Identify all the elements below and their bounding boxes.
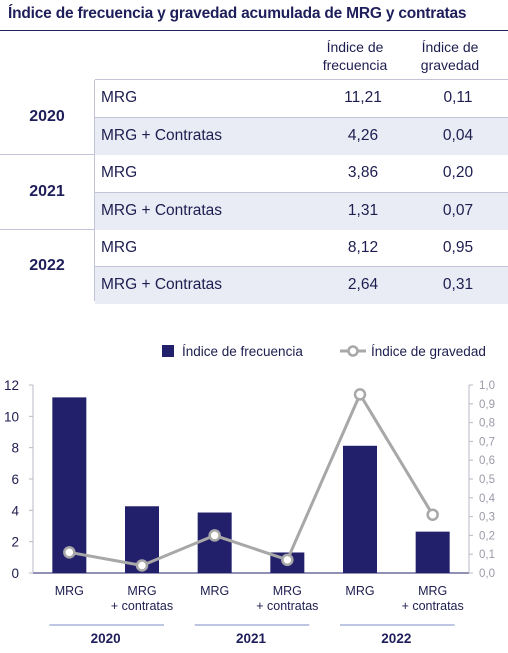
year-label-2020: 2020 [29, 108, 65, 125]
header-gravedad-line2: gravedad [420, 57, 480, 73]
legend: Índice de frecuencia Índice de gravedad [162, 344, 486, 359]
row-label: MRG [101, 89, 138, 106]
y-left-tick-label: 10 [4, 409, 19, 424]
table-row: MRG + Contratas 2,64 0,31 [95, 267, 508, 304]
point-gravedad [281, 553, 294, 567]
frecuencia-value: 3,86 [347, 164, 379, 181]
y-right-tick-label: 1,0 [479, 380, 495, 392]
header-gravedad-line1: Índice de [421, 39, 479, 55]
frecuencia-value: 4,26 [347, 127, 379, 144]
x-category-label: MRG [55, 584, 84, 598]
table-row: MRG 8,12 0,95 [95, 230, 508, 267]
year-group-label: 2022 [381, 631, 411, 646]
year-label-2021: 2021 [29, 183, 65, 200]
y-left-tick-label: 2 [11, 535, 19, 550]
y-right-tick-label: 0,1 [479, 549, 495, 561]
header-frecuencia-line2: frecuencia [322, 57, 388, 73]
x-category-label: MRG [345, 584, 374, 598]
y-right-tick-label: 0,4 [479, 493, 496, 505]
table-row: MRG + Contratas 1,31 0,07 [95, 193, 508, 230]
gravedad-value: 0,07 [442, 202, 474, 219]
y-right-tick-label: 0,3 [479, 512, 495, 524]
row-label: MRG + Contratas [101, 127, 223, 144]
table-row: MRG + Contratas 4,26 0,04 [95, 118, 508, 155]
row-label: MRG + Contratas [101, 276, 223, 293]
table-header: Índice de frecuencia Índice de gravedad [0, 31, 508, 81]
x-axis-years: 2020 2021 2022 [49, 624, 455, 646]
legend-marker-gravedad [347, 345, 359, 357]
year-column-divider [94, 80, 95, 301]
title-underline [0, 30, 508, 31]
gravedad-value: 0,20 [442, 164, 474, 181]
y-left-tick-label: 12 [4, 378, 19, 393]
x-category-label: MRG [200, 584, 229, 598]
bar-frecuencia [52, 397, 87, 573]
year-group-label: 2021 [236, 631, 267, 646]
point-gravedad [208, 529, 221, 542]
bar-frecuencia [197, 512, 232, 573]
axes: 0 2 4 6 8 10 12 0,0 0,1 0,2 0,3 0,4 0,5 0,6 0,7 0,8 0,9 1… [4, 378, 496, 581]
gravedad-value: 0,04 [442, 127, 474, 144]
page-title: Índice de frecuencia y gravedad acumulad… [8, 5, 467, 22]
x-category-label: MRG + contratas [402, 584, 464, 613]
year-label-2022: 2022 [29, 257, 65, 274]
point-gravedad [135, 559, 149, 572]
row-label: MRG [101, 164, 138, 181]
y-right-tick-label: 0,9 [479, 399, 495, 411]
frecuencia-value: 8,12 [347, 239, 379, 256]
legend-label-gravedad: Índice de gravedad [371, 344, 486, 359]
header-frecuencia-line1: Índice de [326, 39, 384, 55]
x-axis-categories: MRG MRG + contratas MRG MRG + contratas MRG MRG… [55, 584, 464, 613]
series-line-gravedad [69, 392, 434, 567]
y-right-tick-label: 0,7 [479, 436, 495, 448]
legend-label-frecuencia: Índice de frecuencia [182, 344, 303, 359]
y-left-tick-label: 8 [11, 441, 19, 456]
year-divider [0, 154, 94, 155]
bar-frecuencia [415, 531, 450, 573]
table-row: MRG 11,21 0,11 [95, 80, 508, 117]
gravedad-value: 0,95 [442, 239, 474, 256]
y-right-tick-label: 0,0 [479, 568, 495, 580]
frecuencia-value: 11,21 [344, 89, 382, 106]
row-label: MRG [101, 239, 138, 256]
y-right-tick-label: 0,6 [479, 455, 495, 467]
gravedad-value: 0,11 [443, 89, 473, 106]
point-gravedad [63, 546, 76, 559]
y-left-tick-label: 0 [11, 566, 19, 581]
frecuencia-value: 1,31 [347, 202, 379, 219]
point-gravedad [426, 508, 439, 521]
x-category-label: MRG + contratas [111, 584, 173, 613]
gravedad-value: 0,31 [442, 276, 474, 293]
table-row: MRG 3,86 0,20 [95, 155, 508, 192]
row-divider [95, 117, 508, 118]
y-right-tick-label: 0,2 [479, 530, 495, 542]
y-right-tick-label: 0,8 [479, 418, 495, 430]
x-category-label: MRG + contratas [256, 584, 318, 613]
y-right-tick-label: 0,5 [479, 474, 495, 486]
bar-frecuencia [343, 445, 377, 573]
y-left-tick-label: 4 [11, 503, 19, 518]
row-divider [95, 192, 508, 193]
row-divider [95, 266, 508, 267]
year-divider [0, 229, 94, 230]
point-gravedad [353, 388, 367, 401]
year-group-label: 2020 [91, 631, 121, 646]
row-label: MRG + Contratas [101, 202, 223, 219]
legend-swatch-frecuencia [162, 345, 174, 357]
combo-chart: Índice de frecuencia Índice de gravedad … [4, 344, 496, 646]
header-divider [95, 79, 508, 80]
frecuencia-value: 2,64 [347, 276, 379, 293]
line-gravedad [63, 388, 439, 572]
y-left-tick-label: 6 [11, 472, 19, 487]
